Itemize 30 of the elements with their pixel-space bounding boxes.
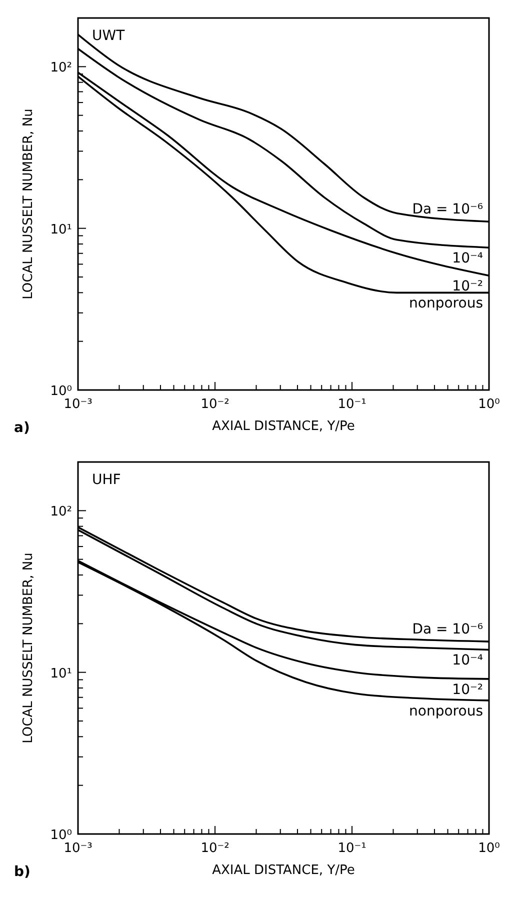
x-axis-title: AXIAL DISTANCE, Y/Pe (212, 419, 355, 434)
x-tick-label: 10⁰ (478, 397, 500, 412)
series-label: 10⁻² (452, 682, 483, 698)
y-tick-label: 10² (50, 60, 72, 76)
y-tick-label: 10⁰ (50, 828, 72, 843)
annotation: UWT (92, 28, 126, 44)
x-tick-label: 10⁻² (200, 397, 230, 412)
y-axis-title: LOCAL NUSSELT NUMBER, Nu (21, 108, 36, 300)
x-tick-label: 10⁰ (478, 841, 500, 856)
x-tick-label: 10⁻¹ (338, 397, 366, 412)
x-tick-label: 10⁻¹ (338, 841, 366, 856)
annotation: UHF (92, 472, 121, 488)
series-label: Da = 10⁻⁶ (412, 622, 484, 638)
x-axis-title: AXIAL DISTANCE, Y/Pe (212, 863, 355, 878)
series-label: Da = 10⁻⁶ (412, 202, 484, 218)
series-label: 10⁻⁴ (452, 652, 484, 669)
y-tick-label: 10¹ (50, 222, 72, 238)
text: b) (14, 864, 30, 880)
y-axis-title: LOCAL NUSSELT NUMBER, Nu (21, 552, 36, 744)
y-tick-label: 10¹ (50, 666, 72, 682)
series-label: 10⁻⁴ (452, 250, 484, 267)
series-label: 10⁻² (452, 278, 483, 295)
text: a) (14, 420, 30, 436)
y-tick-label: 10⁰ (50, 384, 72, 399)
x-tick-label: 10⁻³ (64, 397, 92, 412)
series-label: nonporous (409, 703, 483, 720)
y-tick-label: 10² (50, 504, 72, 520)
x-tick-label: 10⁻² (200, 841, 230, 856)
series-label: nonporous (409, 296, 483, 312)
x-tick-label: 10⁻³ (64, 841, 92, 856)
